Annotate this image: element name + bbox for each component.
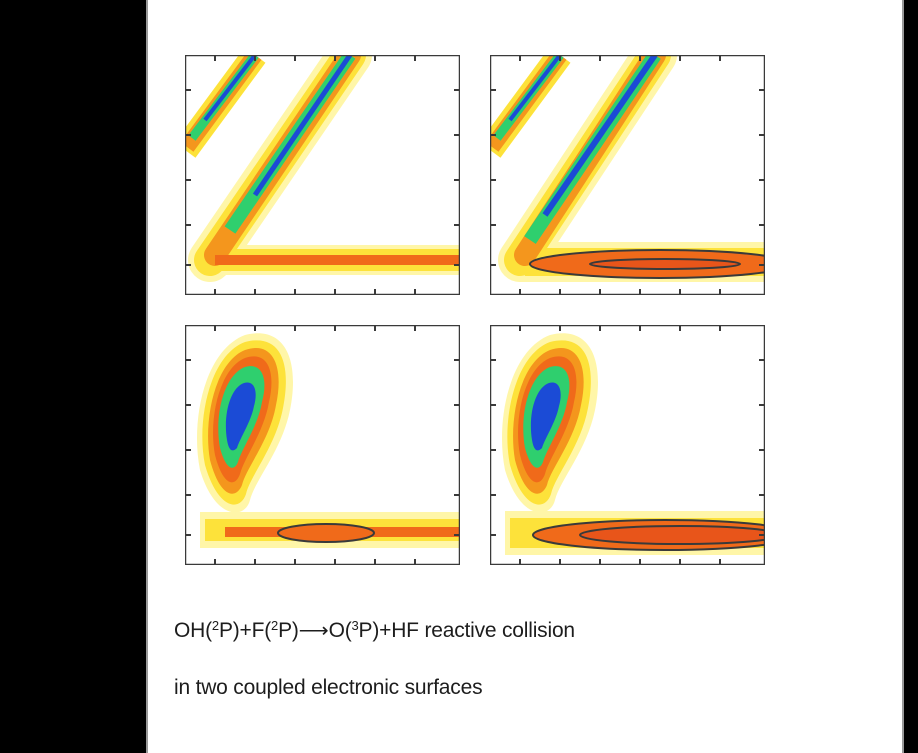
caption-line-1: OH(2P)+F(2P)⟶O(3P)+HF reactive collision <box>174 618 575 643</box>
caption-text-p: P) <box>278 619 299 642</box>
caption-text-oh: OH( <box>174 619 212 642</box>
contour-panel-bottom-left <box>185 325 460 565</box>
caption-superscript-1: 2 <box>211 618 219 633</box>
caption-text-o: O( <box>328 619 352 642</box>
contour-panel-top-right <box>490 55 765 295</box>
reaction-arrow-icon: ⟶ <box>298 619 329 642</box>
axis-ticks <box>185 55 765 565</box>
caption-superscript-3: 3 <box>351 618 359 633</box>
contour-figure <box>185 55 765 565</box>
contour-panel-top-left <box>185 55 460 295</box>
caption-text-f: P)+F( <box>218 619 272 642</box>
contour-panel-bottom-right <box>490 325 765 565</box>
caption-text-hf: P)+HF reactive collision <box>358 619 576 642</box>
caption-line-2: in two coupled electronic surfaces <box>174 676 483 699</box>
caption-superscript-2: 2 <box>271 618 279 633</box>
